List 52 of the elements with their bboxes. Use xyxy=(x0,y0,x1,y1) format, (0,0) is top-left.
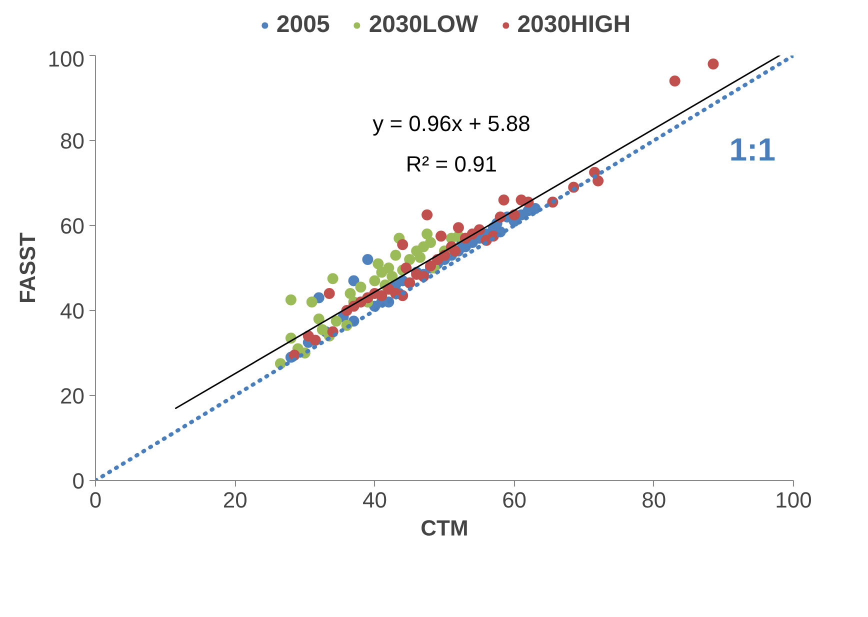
point xyxy=(592,175,604,186)
y-tick-label: 80 xyxy=(60,128,85,154)
legend-label: 2030LOW xyxy=(368,11,478,39)
point xyxy=(376,290,388,302)
x-tick-label: 20 xyxy=(222,488,248,512)
y-tick-label: 60 xyxy=(60,214,85,238)
point xyxy=(383,262,394,274)
x-axis-title: CTM xyxy=(420,516,468,540)
x-tick-label: 100 xyxy=(775,488,812,512)
point xyxy=(397,239,408,250)
series-label: 1:1 xyxy=(729,132,776,168)
x-tick-label: 40 xyxy=(362,488,387,512)
point xyxy=(414,252,426,263)
x-tick-label: 80 xyxy=(642,488,666,512)
point xyxy=(355,282,366,293)
x-tick-label: 0 xyxy=(89,488,102,512)
point xyxy=(362,254,374,265)
point xyxy=(310,334,321,346)
point xyxy=(452,222,464,234)
point xyxy=(369,275,380,286)
point xyxy=(344,288,356,299)
point xyxy=(449,246,460,256)
point xyxy=(422,209,433,220)
point xyxy=(390,250,402,261)
y-axis-title: FASST xyxy=(14,232,40,304)
y-tick-label: 0 xyxy=(72,468,85,494)
legend-label: 2005 xyxy=(276,11,330,39)
point xyxy=(316,324,328,336)
annotation: R² = 0.91 xyxy=(406,151,498,176)
point xyxy=(324,288,335,299)
y-tick-label: 100 xyxy=(48,46,85,72)
point xyxy=(669,76,680,86)
point xyxy=(285,294,296,306)
point xyxy=(313,314,324,324)
point xyxy=(330,316,342,327)
x-tick-label: 60 xyxy=(502,488,527,512)
point xyxy=(400,262,412,274)
point xyxy=(348,275,360,286)
legend-label: 2030HIGH xyxy=(517,11,631,39)
point xyxy=(708,58,719,70)
y-tick-label: 20 xyxy=(60,384,85,408)
point xyxy=(425,237,436,248)
point xyxy=(498,194,510,206)
point xyxy=(372,258,384,270)
point xyxy=(422,228,433,240)
point xyxy=(386,271,398,282)
y-tick-label: 40 xyxy=(60,298,85,324)
annotation: y = 0.96x + 5.88 xyxy=(372,111,530,136)
point xyxy=(404,254,416,265)
point xyxy=(436,230,447,242)
point xyxy=(327,273,338,284)
point xyxy=(306,296,318,308)
